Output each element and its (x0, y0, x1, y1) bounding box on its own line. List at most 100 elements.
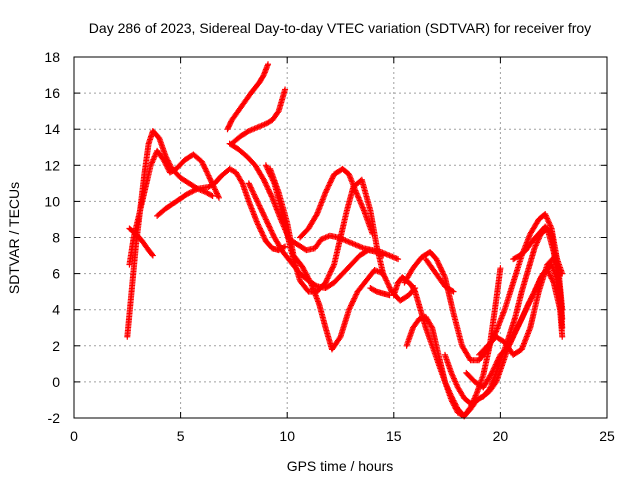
data-point (266, 223, 273, 230)
data-point (523, 305, 530, 312)
data-point (202, 165, 209, 172)
data-point (198, 158, 205, 165)
data-point (492, 329, 499, 336)
data-point (251, 191, 258, 198)
data-point (215, 193, 222, 200)
data-point (327, 179, 334, 186)
data-point (387, 285, 394, 292)
data-series (476, 252, 566, 358)
data-point (255, 199, 262, 206)
data-point (382, 276, 389, 283)
y-tick-label: 16 (44, 85, 60, 101)
data-point (202, 167, 209, 174)
data-point (282, 243, 289, 250)
data-point (258, 228, 265, 235)
y-tick-label: 6 (52, 266, 60, 282)
data-point (347, 303, 354, 310)
data-point (212, 186, 219, 193)
data-point (322, 189, 329, 196)
data-point (187, 189, 194, 196)
data-point (517, 319, 524, 326)
data-point (490, 365, 497, 372)
data-point (193, 186, 200, 193)
data-point (201, 164, 208, 171)
data-point (522, 308, 529, 315)
data-point (351, 295, 358, 302)
data-point (248, 185, 255, 192)
data-point (262, 215, 269, 222)
data-point (260, 232, 267, 239)
data-point (528, 295, 535, 302)
data-point (349, 298, 356, 305)
data-point (440, 271, 447, 278)
data-point (496, 354, 503, 361)
data-point (507, 338, 514, 345)
data-point (264, 165, 271, 172)
data-point (489, 368, 496, 375)
data-point (329, 264, 336, 271)
data-point (259, 231, 266, 238)
data-point (264, 219, 271, 226)
data-point (263, 163, 270, 170)
data-point (265, 186, 272, 193)
data-point (323, 276, 330, 283)
data-point (441, 272, 448, 279)
data-point (510, 333, 517, 340)
data-point (449, 287, 456, 294)
x-tick-label: 0 (70, 428, 78, 444)
data-point (268, 227, 275, 234)
data-point (189, 188, 196, 195)
data-point (325, 274, 332, 281)
data-point (428, 323, 435, 330)
data-point (262, 216, 269, 223)
y-tick-label: 12 (44, 157, 60, 173)
data-point (515, 323, 522, 330)
data-point (199, 160, 206, 167)
data-point (267, 192, 274, 199)
data-point (346, 305, 353, 312)
data-point (521, 309, 528, 316)
y-tick-label: 0 (52, 374, 60, 390)
data-series (367, 285, 393, 299)
data-point (247, 183, 254, 190)
axis-ticks: 0 5 10 15 20 25 -2 0 2 4 6 8 10 12 14 16 18 (44, 49, 615, 444)
data-point (346, 306, 353, 313)
data-series (422, 256, 457, 295)
data-point (215, 194, 222, 201)
data-point (191, 187, 198, 194)
data-point (516, 320, 523, 327)
chart-title: Day 286 of 2023, Sidereal Day-to-day VTE… (89, 20, 591, 36)
data-point (385, 281, 392, 288)
data-point (383, 277, 390, 284)
x-axis-label: GPS time / hours (287, 458, 394, 474)
y-tick-label: 4 (52, 302, 60, 318)
data-point (266, 224, 273, 231)
data-point (261, 178, 268, 185)
data-point (497, 265, 504, 272)
data-point (512, 328, 519, 335)
data-point (439, 268, 446, 275)
data-point (200, 162, 207, 169)
data-point (326, 271, 333, 278)
data-point (263, 182, 270, 189)
data-point (526, 298, 533, 305)
data-point (329, 265, 336, 272)
data-point (249, 187, 256, 194)
data-point (326, 181, 333, 188)
data-point (527, 296, 534, 303)
data-point (493, 360, 500, 367)
data-point (511, 331, 518, 338)
data-point (260, 210, 267, 217)
data-point (494, 358, 501, 365)
data-point (214, 192, 221, 199)
y-tick-label: 10 (44, 193, 60, 209)
data-point (244, 128, 251, 135)
data-point (494, 357, 501, 364)
data-series (228, 86, 289, 147)
data-point (149, 251, 156, 258)
data-point (212, 187, 219, 194)
data-point (208, 192, 215, 199)
data-point (327, 269, 334, 276)
data-point (282, 86, 289, 93)
